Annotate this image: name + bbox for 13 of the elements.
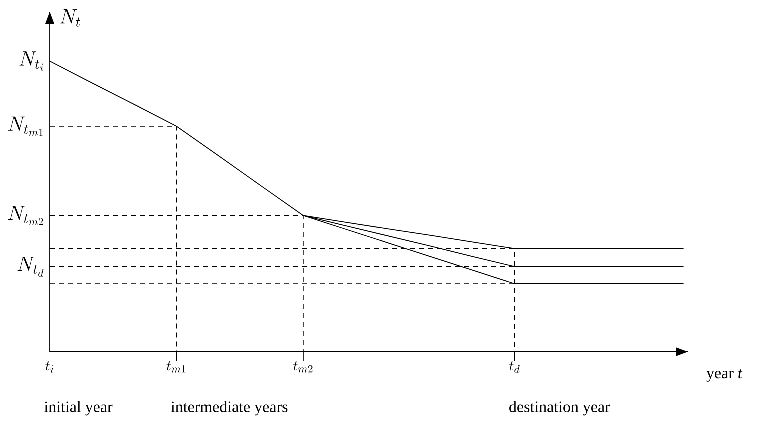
annotation: $N_{t_{m2}}$	[8, 206, 44, 226]
annotation: $N_{t_d}$	[18, 256, 44, 277]
text: intermediate years	[171, 401, 288, 416]
text: destination year	[510, 401, 610, 416]
annotation: $N_{t_{m1}}$	[8, 116, 43, 136]
x-axis-title: year t	[706, 370, 743, 382]
x-tick-label: $t_d$	[509, 362, 520, 374]
annotation: $N_{t_i}$	[20, 52, 44, 72]
x-tick-label: $t_{m2}$	[294, 362, 313, 373]
y-axis-title: $N_t$	[60, 10, 80, 27]
text: initial year	[44, 401, 113, 416]
x-tick-label: $t_{m1}$	[166, 362, 186, 373]
x-tick-label: $t_i$	[46, 362, 54, 373]
